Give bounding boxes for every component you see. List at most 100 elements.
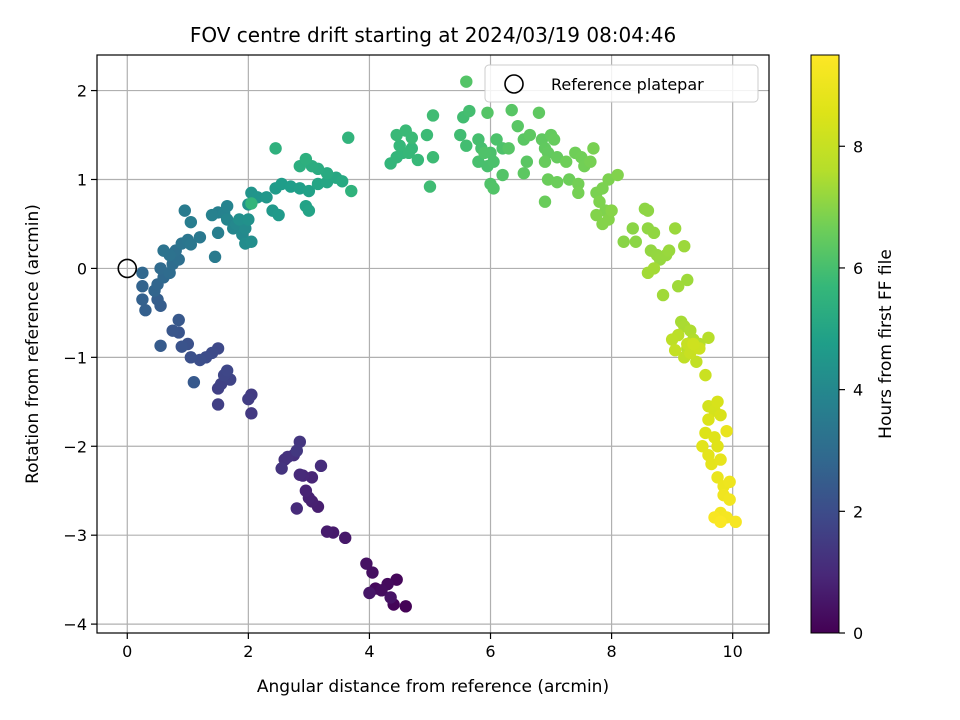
data-point (523, 128, 537, 142)
data-point (678, 239, 691, 253)
data-point (647, 262, 661, 275)
data-point (184, 215, 198, 229)
data-point (242, 213, 255, 226)
data-point (626, 222, 639, 235)
data-points (136, 75, 742, 613)
y-tick-label: −4 (63, 615, 87, 634)
data-point (696, 440, 709, 453)
data-point (699, 368, 712, 382)
legend-marker (504, 74, 524, 94)
data-point (375, 584, 388, 597)
x-tick-label: 2 (243, 642, 253, 661)
data-point (211, 226, 225, 240)
data-point (166, 324, 179, 337)
data-point (184, 351, 198, 364)
x-tick-label: 8 (607, 642, 617, 661)
y-axis-ticks: −4 −3 −2 −1 0 1 2 (63, 82, 97, 634)
y-tick-label: −2 (63, 437, 87, 456)
data-point (662, 244, 676, 257)
data-point (496, 168, 509, 182)
data-point (233, 213, 246, 226)
y-tick-label: 2 (77, 82, 87, 101)
colorbar-label: Hours from first FF file (876, 249, 896, 439)
data-point (460, 139, 473, 152)
colorbar-tick-label: 0 (853, 624, 863, 643)
data-point (275, 462, 288, 475)
data-point (281, 450, 294, 464)
data-point (208, 250, 222, 264)
data-point (702, 331, 715, 344)
data-point (463, 104, 476, 118)
data-point (502, 142, 515, 155)
data-point (272, 208, 285, 222)
data-point (720, 424, 733, 438)
data-point (172, 313, 185, 327)
data-point (584, 155, 597, 168)
data-point (242, 392, 255, 406)
data-point (405, 131, 419, 144)
data-point (572, 177, 585, 191)
colorbar (810, 54, 840, 634)
data-point (393, 139, 406, 152)
data-point (547, 133, 561, 146)
legend-box (484, 64, 759, 103)
data-point (290, 444, 303, 457)
data-point (345, 184, 358, 198)
data-point (136, 293, 149, 306)
data-point (702, 413, 715, 426)
data-point (723, 493, 736, 506)
data-point (454, 128, 467, 142)
data-point (293, 468, 307, 481)
data-point (335, 175, 349, 188)
data-point (187, 376, 201, 389)
data-point (729, 515, 742, 529)
legend-label: Reference platepar (551, 75, 704, 94)
y-tick-label: 1 (77, 170, 87, 189)
data-point (426, 109, 440, 122)
chart-title: FOV centre drift starting at 2024/03/19 … (190, 23, 676, 47)
data-point (687, 337, 700, 351)
data-point (538, 195, 552, 208)
y-tick-label: 0 (77, 259, 87, 278)
data-point (714, 453, 727, 466)
x-axis-label: Angular distance from reference (arcmin) (257, 677, 609, 697)
y-axis-label: Rotation from reference (arcmin) (23, 204, 43, 484)
data-point (342, 131, 355, 144)
data-point (590, 208, 603, 222)
data-point (339, 531, 352, 545)
legend: Reference platepar (484, 64, 759, 103)
data-point (671, 280, 685, 293)
plot-frame (96, 54, 770, 634)
data-point (681, 273, 694, 287)
data-point (320, 525, 334, 538)
x-tick-label: 4 (364, 642, 374, 661)
data-point (384, 591, 397, 604)
data-point (154, 339, 167, 352)
data-point (511, 119, 524, 133)
data-point (690, 355, 703, 368)
data-point (399, 600, 412, 613)
data-point (136, 280, 149, 293)
data-point (184, 238, 198, 251)
data-point (269, 142, 282, 155)
data-point (711, 440, 724, 453)
data-point (641, 204, 655, 217)
data-point (366, 566, 379, 579)
data-point (559, 155, 573, 168)
data-point (517, 167, 531, 180)
data-point (647, 226, 661, 240)
data-point (314, 459, 328, 473)
data-point (532, 106, 546, 120)
data-point (550, 175, 564, 189)
data-point (587, 142, 600, 155)
x-tick-label: 6 (485, 642, 495, 661)
data-point (175, 340, 188, 353)
data-point (290, 502, 303, 515)
data-point (220, 364, 234, 377)
data-point (157, 244, 170, 257)
data-point (596, 182, 609, 195)
data-point (538, 155, 552, 168)
data-point (205, 208, 219, 222)
data-point (302, 184, 316, 198)
data-point (426, 151, 440, 164)
